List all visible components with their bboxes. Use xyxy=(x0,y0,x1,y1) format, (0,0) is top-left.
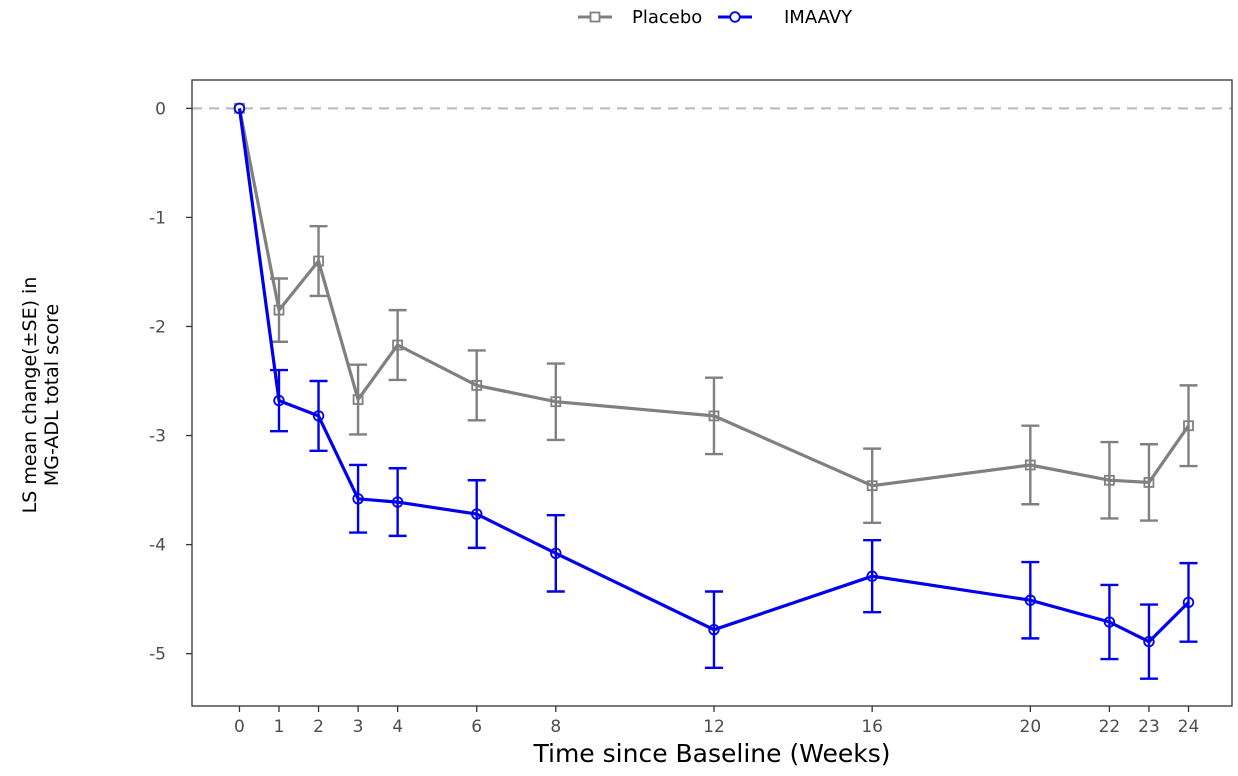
x-tick-label: 8 xyxy=(550,717,561,737)
data-point-placebo xyxy=(550,396,562,408)
x-tick-label: 6 xyxy=(471,717,482,737)
y-tick-label: -3 xyxy=(149,427,166,447)
x-axis: 0 1 2 3 4 6 8 12 16 20 22 23 24 xyxy=(234,706,1199,737)
error-bar xyxy=(467,349,486,422)
data-point-placebo xyxy=(392,339,404,351)
series-placebo xyxy=(234,102,1198,524)
y-tick-label: -5 xyxy=(149,645,166,665)
x-tick-label: 22 xyxy=(1099,717,1121,737)
error-bar xyxy=(1179,561,1198,643)
x-tick-label: 2 xyxy=(313,717,324,737)
data-point-placebo xyxy=(352,394,364,405)
data-point-imaavy xyxy=(866,570,878,582)
legend-label-placebo: Placebo xyxy=(632,7,702,28)
error-bar xyxy=(1139,603,1158,680)
error-bar xyxy=(269,277,288,343)
data-point-placebo xyxy=(708,410,720,422)
y-axis-title: LS mean change(±SE) in MG-ADL total scor… xyxy=(19,277,63,514)
data-point-placebo xyxy=(1024,459,1036,471)
data-point-imaavy xyxy=(391,496,404,508)
y-tick-label: 0 xyxy=(155,99,166,119)
data-point-placebo xyxy=(273,304,285,316)
plot-area xyxy=(191,79,1233,707)
error-bar xyxy=(1100,440,1119,520)
x-tick-label: 20 xyxy=(1020,717,1042,737)
error-bar xyxy=(1139,443,1158,522)
error-bar xyxy=(269,368,288,433)
y-axis-title-line-2: MG-ADL total score xyxy=(41,304,63,486)
error-bar xyxy=(863,539,882,614)
y-tick-label: -2 xyxy=(149,317,166,337)
x-tick-label: 24 xyxy=(1178,717,1200,737)
y-tick-label: -4 xyxy=(149,536,166,556)
data-point-imaavy xyxy=(708,623,720,636)
error-bar xyxy=(1179,384,1198,468)
legend-item-placebo: Placebo xyxy=(578,7,702,28)
data-point-placebo xyxy=(313,255,324,267)
data-point-imaavy xyxy=(471,508,483,520)
data-point-imaavy xyxy=(550,547,562,560)
data-point-imaavy xyxy=(312,410,325,422)
error-bar xyxy=(1021,424,1040,506)
error-bar xyxy=(704,376,723,456)
error-bar xyxy=(349,463,368,534)
data-point-placebo xyxy=(1104,474,1115,486)
x-tick-label: 12 xyxy=(703,717,725,737)
legend-item-imaavy: IMAAVY xyxy=(718,7,853,28)
data-point-placebo xyxy=(1183,420,1194,432)
error-bar xyxy=(1021,560,1040,640)
error-bar xyxy=(467,479,486,550)
data-point-placebo xyxy=(1143,477,1155,488)
legend-marker-square xyxy=(589,11,601,23)
error-bar xyxy=(863,447,882,524)
y-axis: 0 -1 -2 -3 -4 -5 xyxy=(149,99,192,665)
data-point-imaavy xyxy=(1182,596,1195,609)
data-point-imaavy xyxy=(273,394,285,407)
x-tick-label: 0 xyxy=(234,717,245,737)
error-bar xyxy=(309,379,328,453)
data-point-imaavy xyxy=(1143,635,1155,648)
series-imaavy xyxy=(233,102,1198,680)
data-point-imaavy xyxy=(352,493,364,505)
x-tick-label: 23 xyxy=(1138,717,1160,737)
y-tick-label: -1 xyxy=(149,208,166,228)
y-axis-title-line-1: LS mean change(±SE) in xyxy=(19,277,41,514)
error-bar xyxy=(388,308,407,382)
data-point-placebo xyxy=(866,480,878,492)
error-bar xyxy=(388,467,407,538)
plot-border xyxy=(191,79,1233,707)
data-point-imaavy xyxy=(1024,594,1037,606)
x-tick-label: 16 xyxy=(861,717,883,737)
data-point-imaavy xyxy=(233,102,246,115)
error-bar xyxy=(546,513,565,593)
x-tick-label: 1 xyxy=(274,717,285,737)
x-axis-title: Time since Baseline (Weeks) xyxy=(533,739,891,768)
data-point-placebo xyxy=(471,379,483,391)
error-bar xyxy=(349,363,368,436)
series-line-imaavy xyxy=(237,108,1190,644)
legend-marker-circle xyxy=(729,11,741,23)
error-bar xyxy=(546,362,565,442)
x-tick-label: 3 xyxy=(353,717,364,737)
legend: Placebo IMAAVY xyxy=(578,7,853,28)
x-tick-label: 4 xyxy=(392,717,403,737)
data-point-imaavy xyxy=(1103,616,1116,628)
error-bar xyxy=(1100,583,1119,661)
error-bar xyxy=(309,224,328,298)
legend-label-imaavy: IMAAVY xyxy=(784,7,853,28)
error-bar xyxy=(704,590,723,670)
